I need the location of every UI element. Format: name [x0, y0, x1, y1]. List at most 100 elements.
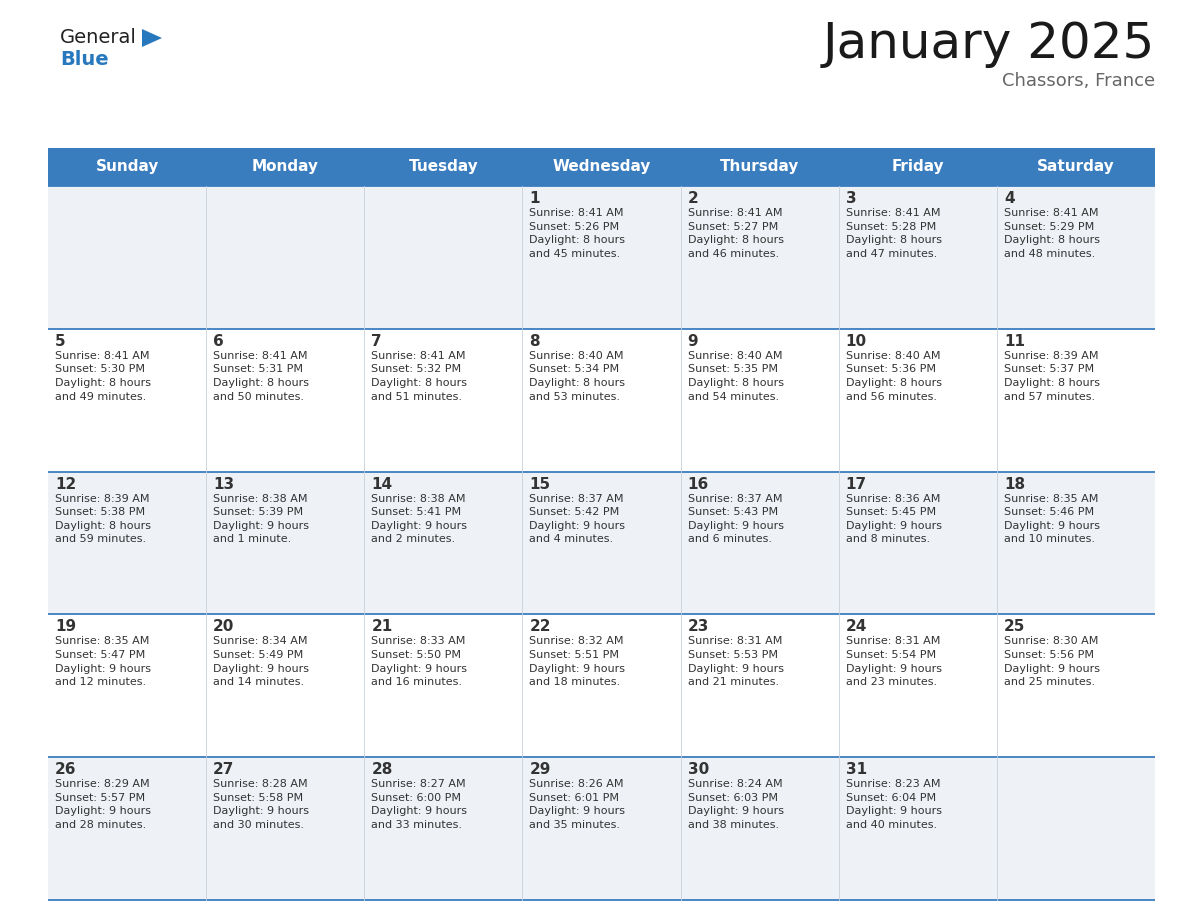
- Text: Sunrise: 8:35 AM
Sunset: 5:46 PM
Daylight: 9 hours
and 10 minutes.: Sunrise: 8:35 AM Sunset: 5:46 PM Dayligh…: [1004, 494, 1100, 544]
- Text: Sunrise: 8:31 AM
Sunset: 5:53 PM
Daylight: 9 hours
and 21 minutes.: Sunrise: 8:31 AM Sunset: 5:53 PM Dayligh…: [688, 636, 784, 688]
- Bar: [365, 472, 523, 614]
- Bar: [997, 186, 1155, 329]
- Text: Sunrise: 8:36 AM
Sunset: 5:45 PM
Daylight: 9 hours
and 8 minutes.: Sunrise: 8:36 AM Sunset: 5:45 PM Dayligh…: [846, 494, 942, 544]
- Text: Friday: Friday: [891, 160, 944, 174]
- Text: Sunrise: 8:23 AM
Sunset: 6:04 PM
Daylight: 9 hours
and 40 minutes.: Sunrise: 8:23 AM Sunset: 6:04 PM Dayligh…: [846, 779, 942, 830]
- Bar: [207, 757, 365, 900]
- Text: 14: 14: [372, 476, 392, 492]
- Text: General: General: [61, 28, 137, 47]
- Bar: [207, 329, 365, 472]
- Text: Sunrise: 8:39 AM
Sunset: 5:38 PM
Daylight: 8 hours
and 59 minutes.: Sunrise: 8:39 AM Sunset: 5:38 PM Dayligh…: [55, 494, 151, 544]
- Bar: [839, 148, 997, 186]
- Bar: [365, 186, 523, 329]
- Text: 16: 16: [688, 476, 709, 492]
- Text: 28: 28: [372, 762, 393, 778]
- Bar: [207, 614, 365, 757]
- Text: 12: 12: [55, 476, 76, 492]
- Bar: [48, 186, 207, 329]
- Text: Sunrise: 8:38 AM
Sunset: 5:41 PM
Daylight: 9 hours
and 2 minutes.: Sunrise: 8:38 AM Sunset: 5:41 PM Dayligh…: [372, 494, 467, 544]
- Text: 9: 9: [688, 334, 699, 349]
- Text: Wednesday: Wednesday: [552, 160, 651, 174]
- Text: Sunrise: 8:35 AM
Sunset: 5:47 PM
Daylight: 9 hours
and 12 minutes.: Sunrise: 8:35 AM Sunset: 5:47 PM Dayligh…: [55, 636, 151, 688]
- Text: Blue: Blue: [61, 50, 108, 69]
- Text: 21: 21: [372, 620, 392, 634]
- Bar: [839, 614, 997, 757]
- Bar: [48, 329, 207, 472]
- Bar: [681, 472, 839, 614]
- Text: 25: 25: [1004, 620, 1025, 634]
- Text: 23: 23: [688, 620, 709, 634]
- Text: 31: 31: [846, 762, 867, 778]
- Text: 26: 26: [55, 762, 76, 778]
- Text: 15: 15: [530, 476, 550, 492]
- Text: Sunrise: 8:39 AM
Sunset: 5:37 PM
Daylight: 8 hours
and 57 minutes.: Sunrise: 8:39 AM Sunset: 5:37 PM Dayligh…: [1004, 351, 1100, 401]
- Text: January 2025: January 2025: [823, 20, 1155, 68]
- Text: Thursday: Thursday: [720, 160, 800, 174]
- Bar: [681, 614, 839, 757]
- Text: 2: 2: [688, 191, 699, 206]
- Bar: [839, 757, 997, 900]
- Text: Sunrise: 8:40 AM
Sunset: 5:35 PM
Daylight: 8 hours
and 54 minutes.: Sunrise: 8:40 AM Sunset: 5:35 PM Dayligh…: [688, 351, 784, 401]
- Bar: [523, 329, 681, 472]
- Text: Sunrise: 8:34 AM
Sunset: 5:49 PM
Daylight: 9 hours
and 14 minutes.: Sunrise: 8:34 AM Sunset: 5:49 PM Dayligh…: [213, 636, 309, 688]
- Bar: [681, 757, 839, 900]
- Text: 1: 1: [530, 191, 539, 206]
- Text: 5: 5: [55, 334, 65, 349]
- Text: Sunrise: 8:41 AM
Sunset: 5:28 PM
Daylight: 8 hours
and 47 minutes.: Sunrise: 8:41 AM Sunset: 5:28 PM Dayligh…: [846, 208, 942, 259]
- Text: Sunrise: 8:24 AM
Sunset: 6:03 PM
Daylight: 9 hours
and 38 minutes.: Sunrise: 8:24 AM Sunset: 6:03 PM Dayligh…: [688, 779, 784, 830]
- Bar: [997, 614, 1155, 757]
- Text: 6: 6: [213, 334, 223, 349]
- Bar: [207, 186, 365, 329]
- Text: 10: 10: [846, 334, 867, 349]
- Text: Sunrise: 8:27 AM
Sunset: 6:00 PM
Daylight: 9 hours
and 33 minutes.: Sunrise: 8:27 AM Sunset: 6:00 PM Dayligh…: [372, 779, 467, 830]
- Text: Sunrise: 8:40 AM
Sunset: 5:34 PM
Daylight: 8 hours
and 53 minutes.: Sunrise: 8:40 AM Sunset: 5:34 PM Dayligh…: [530, 351, 625, 401]
- Bar: [48, 757, 207, 900]
- Text: Chassors, France: Chassors, France: [1001, 72, 1155, 90]
- Text: Sunrise: 8:30 AM
Sunset: 5:56 PM
Daylight: 9 hours
and 25 minutes.: Sunrise: 8:30 AM Sunset: 5:56 PM Dayligh…: [1004, 636, 1100, 688]
- Text: 4: 4: [1004, 191, 1015, 206]
- Bar: [839, 472, 997, 614]
- Bar: [997, 757, 1155, 900]
- Bar: [365, 148, 523, 186]
- Text: 17: 17: [846, 476, 867, 492]
- Bar: [681, 148, 839, 186]
- Text: Sunrise: 8:38 AM
Sunset: 5:39 PM
Daylight: 9 hours
and 1 minute.: Sunrise: 8:38 AM Sunset: 5:39 PM Dayligh…: [213, 494, 309, 544]
- Text: Sunrise: 8:41 AM
Sunset: 5:27 PM
Daylight: 8 hours
and 46 minutes.: Sunrise: 8:41 AM Sunset: 5:27 PM Dayligh…: [688, 208, 784, 259]
- Text: 11: 11: [1004, 334, 1025, 349]
- Text: 3: 3: [846, 191, 857, 206]
- Bar: [523, 757, 681, 900]
- Bar: [523, 148, 681, 186]
- Bar: [523, 186, 681, 329]
- Text: Sunrise: 8:41 AM
Sunset: 5:31 PM
Daylight: 8 hours
and 50 minutes.: Sunrise: 8:41 AM Sunset: 5:31 PM Dayligh…: [213, 351, 309, 401]
- Bar: [839, 186, 997, 329]
- Text: Sunrise: 8:41 AM
Sunset: 5:26 PM
Daylight: 8 hours
and 45 minutes.: Sunrise: 8:41 AM Sunset: 5:26 PM Dayligh…: [530, 208, 625, 259]
- Bar: [681, 329, 839, 472]
- Bar: [997, 148, 1155, 186]
- Text: Sunrise: 8:41 AM
Sunset: 5:30 PM
Daylight: 8 hours
and 49 minutes.: Sunrise: 8:41 AM Sunset: 5:30 PM Dayligh…: [55, 351, 151, 401]
- Text: 8: 8: [530, 334, 541, 349]
- Text: 22: 22: [530, 620, 551, 634]
- Bar: [365, 329, 523, 472]
- Text: Sunrise: 8:31 AM
Sunset: 5:54 PM
Daylight: 9 hours
and 23 minutes.: Sunrise: 8:31 AM Sunset: 5:54 PM Dayligh…: [846, 636, 942, 688]
- Text: Sunday: Sunday: [95, 160, 159, 174]
- Bar: [365, 757, 523, 900]
- Text: 24: 24: [846, 620, 867, 634]
- Text: Monday: Monday: [252, 160, 318, 174]
- Text: 18: 18: [1004, 476, 1025, 492]
- Text: 19: 19: [55, 620, 76, 634]
- Text: 20: 20: [213, 620, 234, 634]
- Bar: [997, 329, 1155, 472]
- Text: 30: 30: [688, 762, 709, 778]
- Text: Sunrise: 8:33 AM
Sunset: 5:50 PM
Daylight: 9 hours
and 16 minutes.: Sunrise: 8:33 AM Sunset: 5:50 PM Dayligh…: [372, 636, 467, 688]
- Bar: [48, 614, 207, 757]
- Bar: [523, 614, 681, 757]
- Text: Sunrise: 8:28 AM
Sunset: 5:58 PM
Daylight: 9 hours
and 30 minutes.: Sunrise: 8:28 AM Sunset: 5:58 PM Dayligh…: [213, 779, 309, 830]
- Bar: [48, 472, 207, 614]
- Text: 7: 7: [372, 334, 381, 349]
- Text: Sunrise: 8:40 AM
Sunset: 5:36 PM
Daylight: 8 hours
and 56 minutes.: Sunrise: 8:40 AM Sunset: 5:36 PM Dayligh…: [846, 351, 942, 401]
- Bar: [681, 186, 839, 329]
- Bar: [839, 329, 997, 472]
- Bar: [997, 472, 1155, 614]
- Text: 13: 13: [213, 476, 234, 492]
- Bar: [207, 148, 365, 186]
